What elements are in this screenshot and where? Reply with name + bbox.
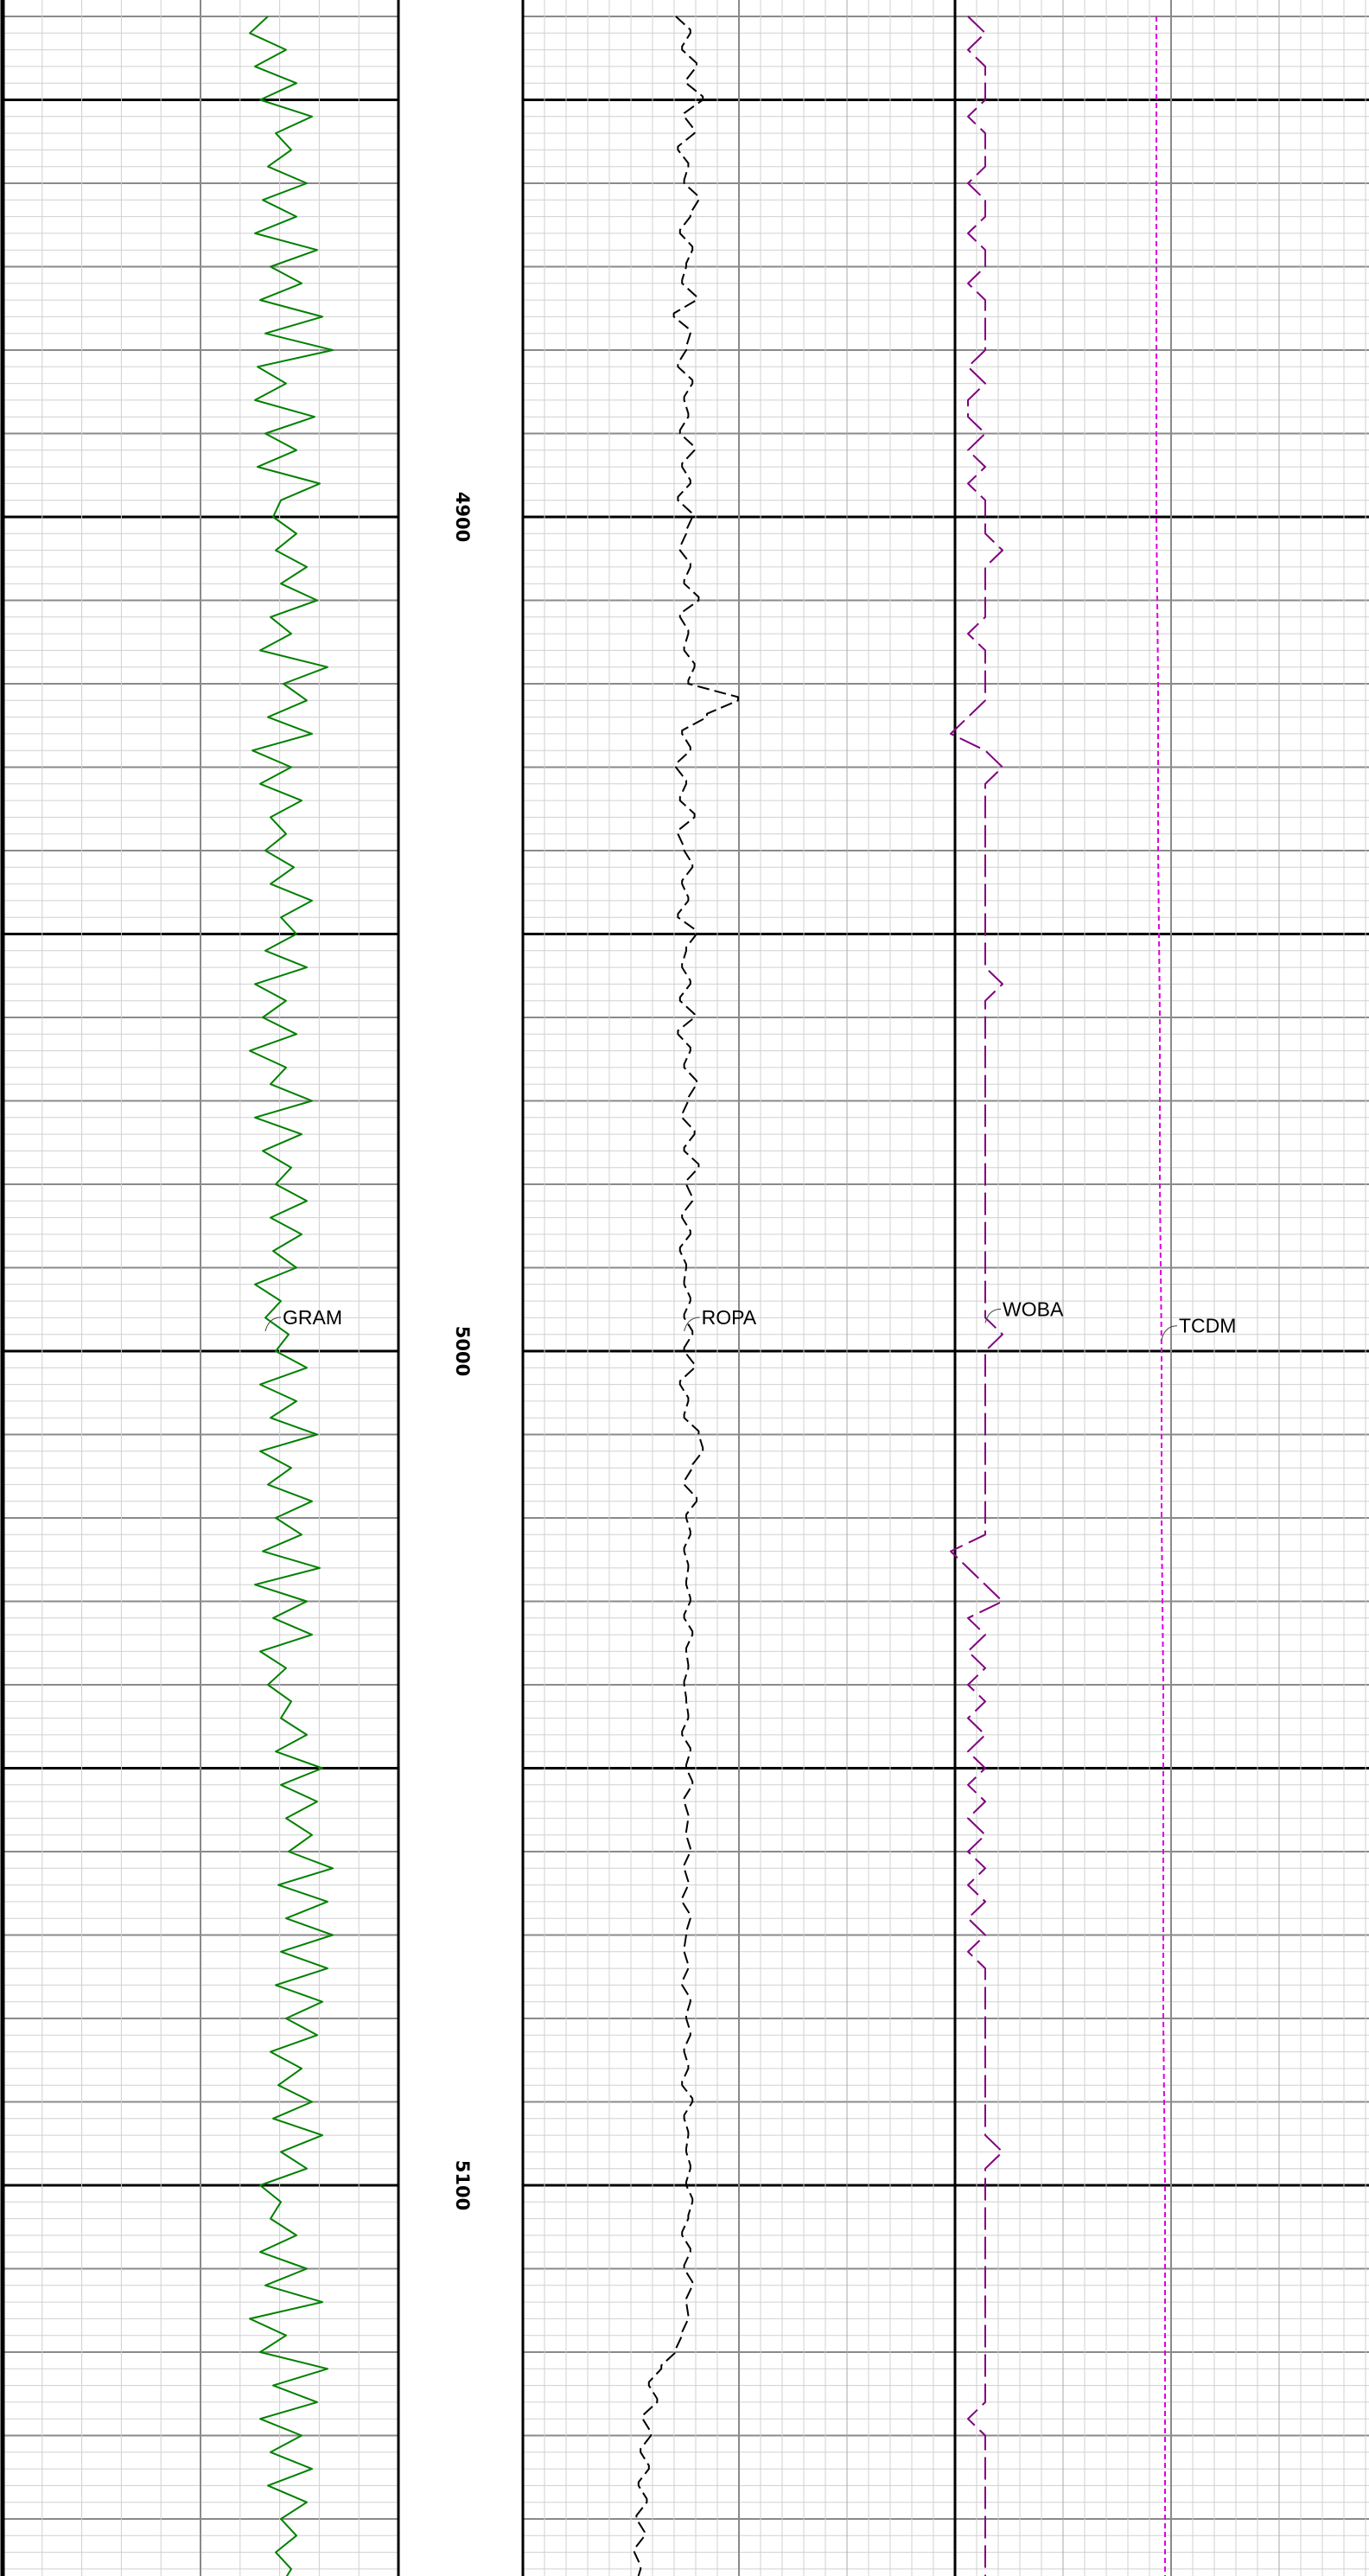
curve-label-woba: WOBA	[1003, 1298, 1064, 1320]
curve-label-leader	[1161, 1325, 1178, 1340]
curve-label-leader	[984, 1308, 1002, 1323]
depth-label: 4900	[452, 492, 473, 542]
curve-label-tcdm: TCDM	[1179, 1315, 1236, 1337]
curve-labels: GRAM ROPA WOBA TCDM	[264, 1298, 1236, 1340]
depth-labels: 4900 5000 5100	[452, 492, 473, 2210]
curve-label-ropa: ROPA	[702, 1306, 757, 1329]
curves-layer	[249, 16, 1166, 2576]
curve-tcdm	[1156, 16, 1166, 2576]
curve-woba	[950, 16, 1003, 2576]
curve-ropa	[634, 16, 739, 2576]
depth-label: 5100	[452, 2160, 473, 2210]
curve-label-leader	[264, 1317, 282, 1332]
curve-label-gram: GRAM	[283, 1306, 342, 1329]
depth-label: 5000	[452, 1326, 473, 1376]
curve-label-leader	[684, 1317, 700, 1332]
curve-gram	[249, 16, 334, 2576]
track-1-grid	[0, 0, 400, 2576]
track-2-grid	[521, 0, 1369, 2576]
